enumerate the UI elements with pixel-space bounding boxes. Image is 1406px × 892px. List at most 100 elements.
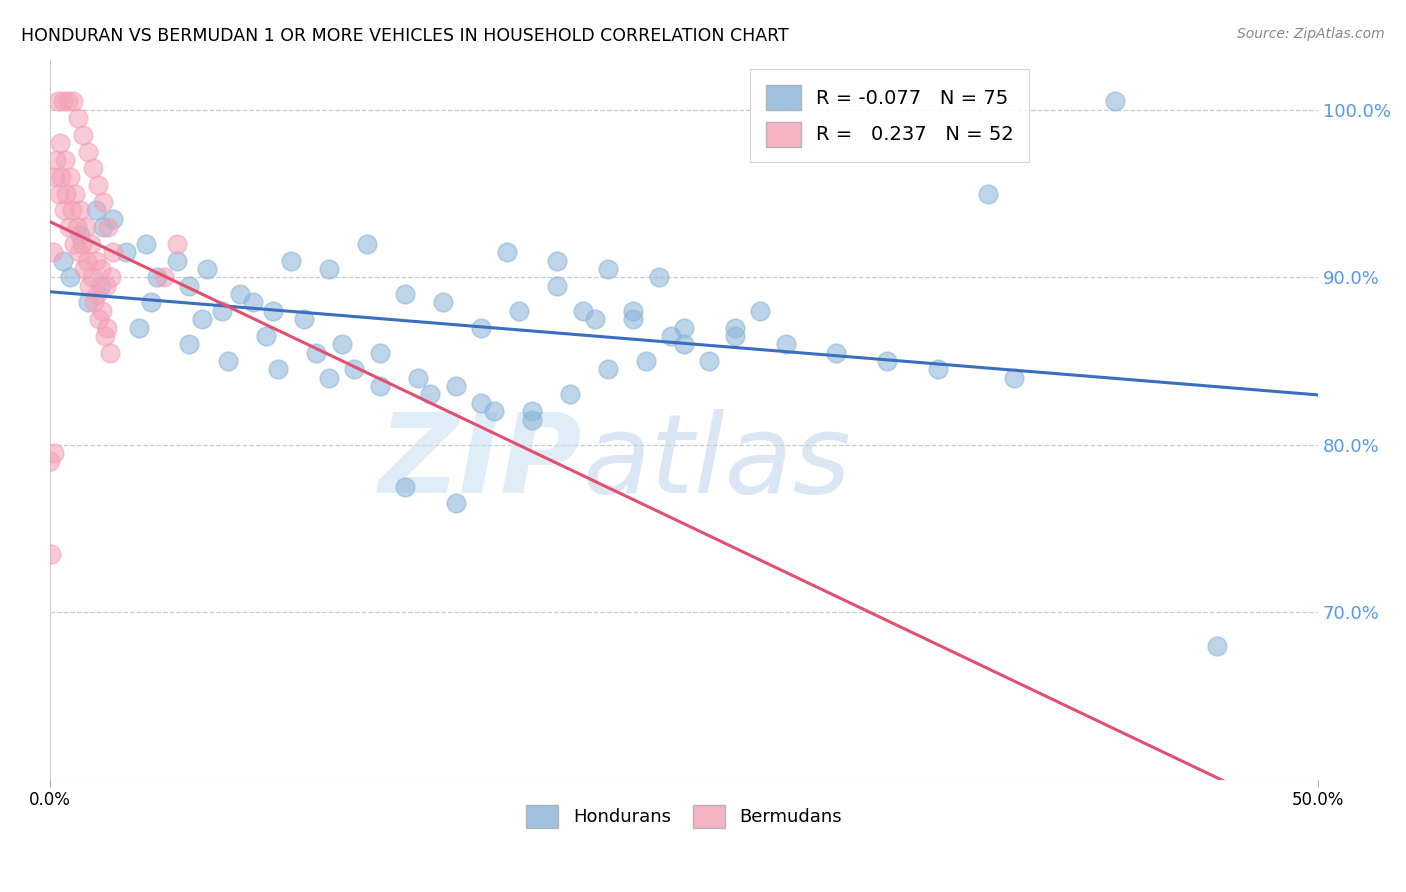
Point bbox=[444, 379, 467, 393]
Point bbox=[44, 169, 66, 184]
Point bbox=[394, 479, 416, 493]
Point bbox=[305, 345, 328, 359]
Point bbox=[67, 245, 90, 260]
Point bbox=[318, 370, 340, 384]
Point bbox=[927, 362, 949, 376]
Point bbox=[141, 295, 163, 310]
Point bbox=[482, 404, 505, 418]
Point bbox=[75, 220, 97, 235]
Point bbox=[558, 387, 581, 401]
Point bbox=[60, 203, 83, 218]
Point bbox=[115, 245, 138, 260]
Point bbox=[195, 261, 218, 276]
Point bbox=[394, 287, 416, 301]
Point bbox=[42, 446, 65, 460]
Point bbox=[45, 153, 67, 167]
Point bbox=[90, 278, 112, 293]
Point bbox=[546, 278, 568, 293]
Point bbox=[596, 362, 619, 376]
Point bbox=[318, 261, 340, 276]
Point bbox=[724, 320, 747, 334]
Point bbox=[724, 329, 747, 343]
Point bbox=[39, 547, 62, 561]
Point bbox=[267, 362, 290, 376]
Point bbox=[98, 345, 121, 359]
Point bbox=[65, 186, 87, 201]
Point bbox=[56, 95, 79, 109]
Point bbox=[217, 354, 239, 368]
Point bbox=[70, 236, 93, 251]
Point bbox=[673, 320, 696, 334]
Point bbox=[191, 312, 214, 326]
Point bbox=[330, 337, 353, 351]
Point bbox=[89, 312, 111, 326]
Point bbox=[145, 270, 167, 285]
Point bbox=[66, 220, 89, 235]
Point bbox=[82, 161, 104, 176]
Point bbox=[406, 370, 429, 384]
Point bbox=[79, 236, 101, 251]
Point bbox=[1205, 639, 1227, 653]
Point bbox=[673, 337, 696, 351]
Point bbox=[91, 194, 114, 209]
Point bbox=[51, 169, 73, 184]
Point bbox=[84, 253, 107, 268]
Point bbox=[79, 278, 101, 293]
Point bbox=[229, 287, 252, 301]
Point bbox=[55, 186, 77, 201]
Point bbox=[83, 295, 105, 310]
Point bbox=[749, 303, 772, 318]
Point bbox=[96, 320, 118, 334]
Point bbox=[103, 245, 125, 260]
Point bbox=[100, 270, 122, 285]
Point bbox=[87, 178, 110, 193]
Point bbox=[419, 387, 441, 401]
Point bbox=[621, 312, 644, 326]
Point bbox=[343, 362, 366, 376]
Text: atlas: atlas bbox=[582, 409, 851, 516]
Point bbox=[52, 95, 75, 109]
Point bbox=[166, 253, 188, 268]
Point bbox=[242, 295, 264, 310]
Point bbox=[128, 320, 150, 334]
Point bbox=[77, 145, 100, 159]
Point bbox=[470, 320, 492, 334]
Point bbox=[444, 496, 467, 510]
Point bbox=[254, 329, 277, 343]
Point bbox=[368, 345, 391, 359]
Point bbox=[292, 312, 315, 326]
Point bbox=[63, 236, 86, 251]
Point bbox=[153, 270, 176, 285]
Point bbox=[495, 245, 517, 260]
Point bbox=[520, 412, 543, 426]
Point bbox=[775, 337, 797, 351]
Point bbox=[39, 454, 62, 468]
Point bbox=[69, 203, 91, 218]
Point bbox=[86, 287, 108, 301]
Point bbox=[76, 253, 98, 268]
Point bbox=[59, 270, 82, 285]
Point bbox=[84, 203, 107, 218]
Point bbox=[80, 270, 103, 285]
Point bbox=[52, 253, 75, 268]
Point bbox=[93, 329, 115, 343]
Point bbox=[508, 303, 530, 318]
Legend: Hondurans, Bermudans: Hondurans, Bermudans bbox=[519, 797, 849, 836]
Point bbox=[179, 278, 201, 293]
Point bbox=[699, 354, 721, 368]
Point bbox=[211, 303, 233, 318]
Point bbox=[72, 128, 94, 142]
Point bbox=[103, 211, 125, 226]
Point bbox=[634, 354, 657, 368]
Point bbox=[621, 303, 644, 318]
Point bbox=[546, 253, 568, 268]
Point bbox=[356, 236, 378, 251]
Point bbox=[59, 169, 82, 184]
Point bbox=[179, 337, 201, 351]
Point bbox=[53, 153, 76, 167]
Point bbox=[135, 236, 157, 251]
Point bbox=[46, 95, 69, 109]
Point bbox=[647, 270, 669, 285]
Point bbox=[1104, 95, 1126, 109]
Point bbox=[97, 220, 120, 235]
